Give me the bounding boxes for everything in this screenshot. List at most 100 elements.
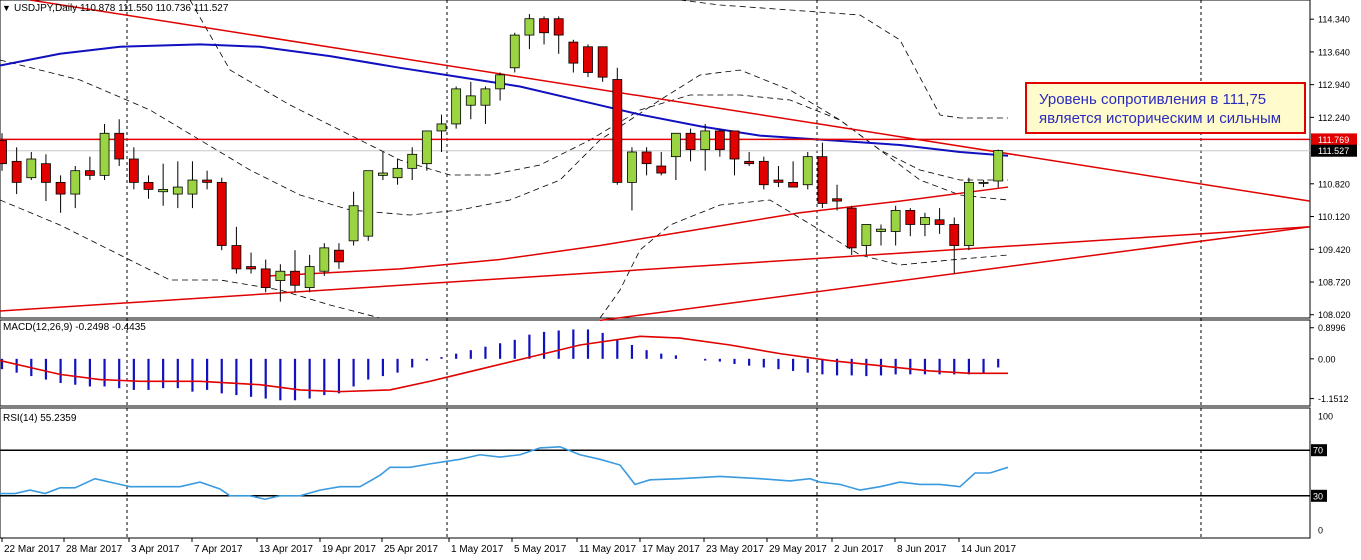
bollinger-band-line <box>680 0 1008 118</box>
candle-body <box>642 152 651 164</box>
resistance-price-tag-label: 111.769 <box>1318 135 1349 145</box>
price-panel-frame <box>0 0 1310 318</box>
date-tick-label: 22 Mar 2017 <box>4 544 61 555</box>
candle-body <box>144 182 153 189</box>
candle-body <box>510 35 519 68</box>
dropdown-arrow-icon[interactable]: ▼ <box>2 3 11 13</box>
annotation-line-2: является историческим и сильным <box>1039 109 1296 128</box>
candle-body <box>466 96 475 105</box>
candle-body <box>232 246 241 269</box>
rsi-level-tag-label: 30 <box>1313 491 1323 501</box>
price-tick-label: 112.940 <box>1318 80 1350 90</box>
candle-body <box>41 164 50 183</box>
rsi-panel-frame <box>0 408 1310 538</box>
candle-body <box>935 220 944 225</box>
candle-body <box>657 166 666 173</box>
candle-body <box>774 180 783 182</box>
candle-body <box>261 269 270 288</box>
price-tick-label: 114.340 <box>1318 15 1350 25</box>
candle-body <box>686 133 695 149</box>
candle-body <box>950 224 959 245</box>
macd-tick-label: 0.8996 <box>1318 323 1346 333</box>
candle-body <box>0 140 7 163</box>
candle-body <box>964 182 973 245</box>
date-tick-label: 14 Jun 2017 <box>961 544 1016 555</box>
candle-body <box>85 171 94 176</box>
date-tick-label: 28 Mar 2017 <box>66 544 123 555</box>
annotation-line-1: Уровень сопротивления в 111,75 <box>1039 90 1296 109</box>
candle-body <box>217 182 226 245</box>
candle-body <box>979 182 988 183</box>
date-tick-label: 19 Apr 2017 <box>322 544 376 555</box>
candle-body <box>56 182 65 194</box>
macd-panel-frame <box>0 320 1310 406</box>
date-tick-label: 29 May 2017 <box>769 544 827 555</box>
date-tick-label: 13 Apr 2017 <box>259 544 313 555</box>
candle-body <box>540 19 549 33</box>
rsi-line <box>0 447 1008 499</box>
candle-body <box>320 248 329 271</box>
price-tick-label: 108.020 <box>1318 310 1351 320</box>
candle-body <box>27 159 36 178</box>
candle-body <box>598 47 607 77</box>
candle-body <box>789 182 798 187</box>
candle-body <box>833 199 842 201</box>
price-tick-label: 109.420 <box>1318 245 1351 255</box>
candle-body <box>745 161 754 163</box>
candle-body <box>803 157 812 185</box>
rsi-tick-label: 0 <box>1318 526 1323 536</box>
resistance-annotation: Уровень сопротивления в 111,75 является … <box>1025 82 1306 134</box>
candle-body <box>173 187 182 194</box>
candle-body <box>437 124 446 131</box>
candle-body <box>671 133 680 156</box>
candle-body <box>247 267 256 269</box>
candle-body <box>115 133 124 159</box>
candle-body <box>496 75 505 89</box>
candle-body <box>759 161 768 184</box>
candle-body <box>100 133 109 175</box>
candle-body <box>877 229 886 231</box>
candle-body <box>627 152 636 182</box>
candle-body <box>349 206 358 241</box>
candle-body <box>378 173 387 175</box>
candle-body <box>481 89 490 105</box>
candle-body <box>276 271 285 280</box>
date-tick-label: 2 Jun 2017 <box>834 544 884 555</box>
candle-body <box>159 189 168 191</box>
date-tick-label: 23 May 2017 <box>706 544 764 555</box>
candle-body <box>730 131 739 159</box>
candle-body <box>291 271 300 285</box>
candle-body <box>393 168 402 177</box>
price-tick-label: 110.120 <box>1318 212 1350 222</box>
candle-body <box>862 224 871 245</box>
candle-body <box>891 210 900 231</box>
candle-body <box>305 267 314 288</box>
date-tick-label: 11 May 2017 <box>579 544 637 555</box>
candle-body <box>203 180 212 182</box>
macd-tick-label: 0.00 <box>1318 354 1336 364</box>
trendline <box>0 227 1310 311</box>
current-price-tag-label: 111.527 <box>1318 146 1349 156</box>
candle-body <box>818 157 827 204</box>
candle-body <box>364 171 373 236</box>
chart-header: USDJPY,Daily 110.878 111.550 110.736 111… <box>14 3 229 14</box>
candle-body <box>188 180 197 194</box>
date-tick-label: 7 Apr 2017 <box>194 544 243 555</box>
date-tick-label: 5 May 2017 <box>514 544 567 555</box>
candle-body <box>452 89 461 124</box>
date-tick-label: 3 Apr 2017 <box>131 544 180 555</box>
price-tick-label: 108.720 <box>1318 277 1351 287</box>
candle-body <box>334 250 343 262</box>
rsi-label: RSI(14) 55.2359 <box>3 413 77 424</box>
macd-signal-line <box>0 336 1008 391</box>
candle-body <box>12 161 21 182</box>
date-tick-label: 25 Apr 2017 <box>384 544 438 555</box>
candle-body <box>408 154 417 168</box>
candle-body <box>715 131 724 150</box>
macd-label: MACD(12,26,9) -0.2498 -0.4435 <box>3 322 146 333</box>
date-tick-label: 8 Jun 2017 <box>897 544 947 555</box>
macd-tick-label: -1.1512 <box>1318 394 1349 404</box>
candle-body <box>920 217 929 224</box>
candle-body <box>847 208 856 248</box>
candle-body <box>71 171 80 194</box>
